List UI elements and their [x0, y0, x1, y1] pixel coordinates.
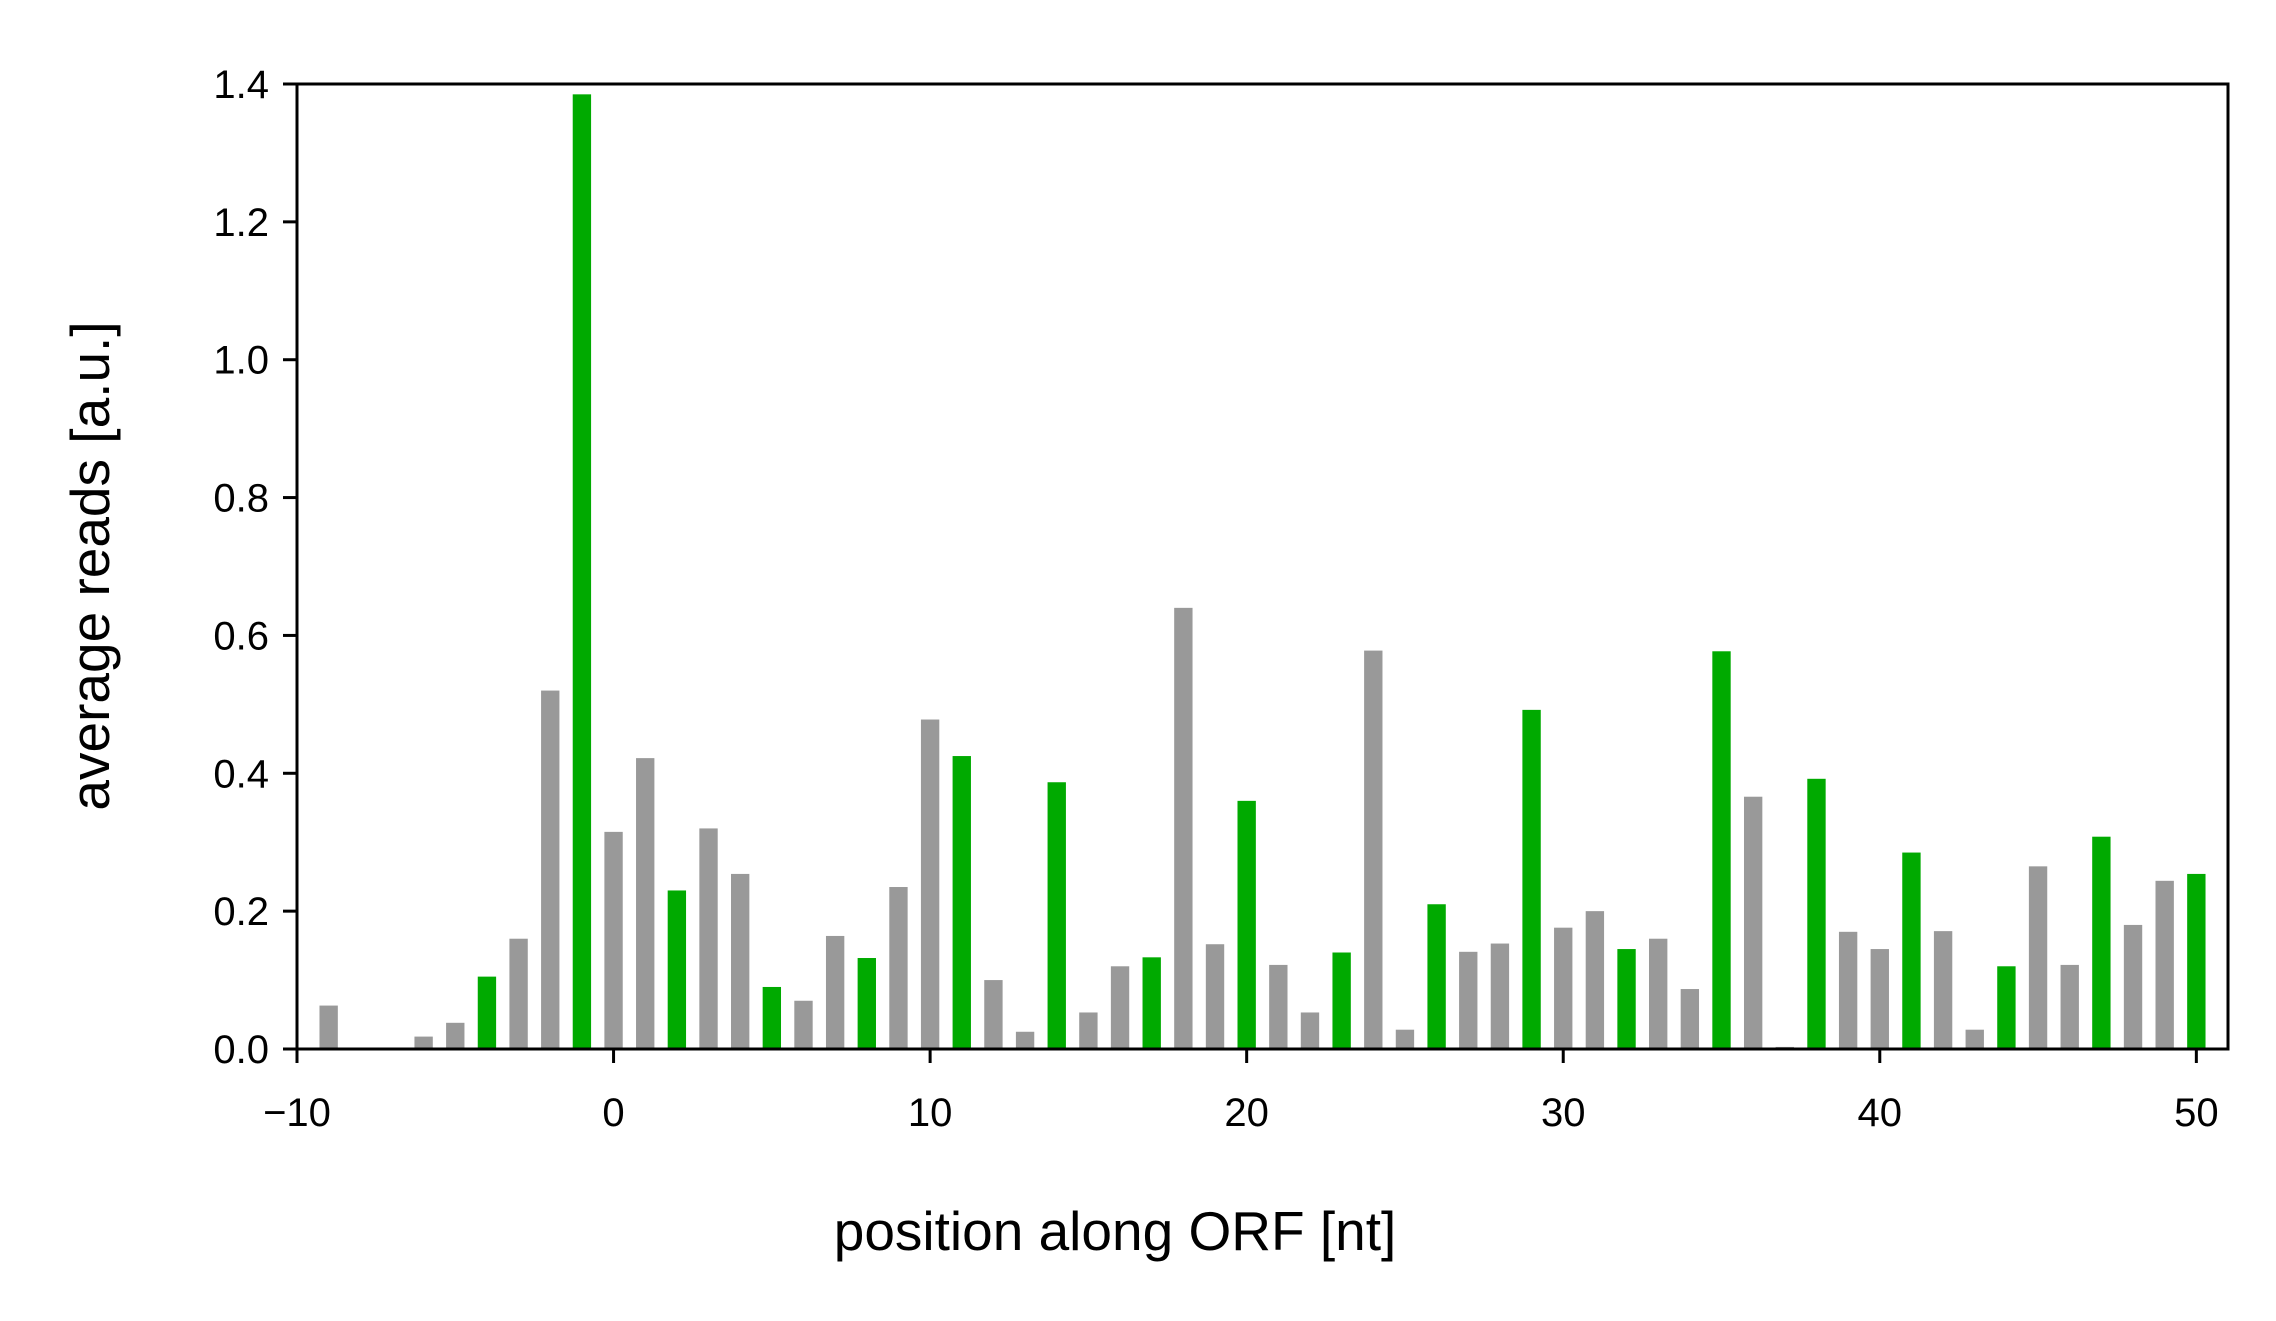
bar — [1965, 1029, 1984, 1049]
x-tick-label: 40 — [1858, 1091, 1903, 1135]
bar — [572, 94, 592, 1049]
bar — [1522, 709, 1541, 1049]
bar — [1079, 1012, 1098, 1049]
bar — [1997, 966, 2016, 1049]
plot-frame — [295, 82, 2230, 1051]
bar — [2123, 924, 2143, 1049]
bar — [1015, 1031, 1035, 1049]
bar — [1902, 852, 1921, 1049]
bar — [1205, 944, 1225, 1049]
bar — [984, 980, 1003, 1049]
y-axis-label: average reads [a.u.] — [59, 321, 121, 810]
x-tick-label: 20 — [1224, 1091, 1269, 1135]
x-tick-label: −10 — [263, 1091, 331, 1135]
bar — [731, 873, 750, 1049]
x-tick-label: 30 — [1541, 1091, 1586, 1135]
bar — [2187, 873, 2206, 1049]
bar — [1332, 952, 1351, 1049]
y-tick-label: 1.0 — [213, 339, 269, 383]
y-axis: 0.0 0.2 0.4 0.6 0.8 1.0 1.2 1.4 — [213, 63, 297, 1072]
bar — [636, 758, 655, 1049]
bar — [477, 976, 497, 1049]
bar — [699, 828, 718, 1049]
bar — [1807, 778, 1826, 1049]
bar — [952, 756, 971, 1049]
y-tick-label: 1.4 — [213, 63, 269, 107]
bar — [1617, 949, 1636, 1049]
bar — [1554, 927, 1573, 1049]
bar — [604, 831, 623, 1049]
bar — [2155, 880, 2174, 1049]
bar — [414, 1036, 433, 1049]
bar — [1237, 800, 1256, 1049]
bar — [1269, 964, 1288, 1049]
bar — [2028, 866, 2048, 1049]
y-tick-label: 0.0 — [213, 1028, 269, 1072]
bars — [319, 94, 2206, 1049]
bar — [1870, 949, 1889, 1049]
bar — [1838, 931, 1858, 1049]
y-tick-label: 0.2 — [213, 890, 269, 934]
bar — [762, 986, 782, 1049]
bar — [1395, 1029, 1415, 1049]
bar — [319, 1005, 338, 1049]
bar — [1142, 957, 1161, 1049]
y-tick-label: 0.8 — [213, 477, 269, 521]
bar — [1649, 938, 1668, 1049]
y-tick-label: 1.2 — [213, 201, 269, 245]
bar — [920, 719, 940, 1049]
bar — [1364, 650, 1383, 1049]
bar — [1933, 931, 1953, 1049]
bar — [1585, 911, 1605, 1049]
bar — [1047, 782, 1066, 1049]
x-tick-label: 50 — [2174, 1091, 2219, 1135]
bar — [2060, 964, 2079, 1049]
bar — [1743, 796, 1763, 1049]
x-tick-label: 10 — [908, 1091, 953, 1135]
x-tick-label: 0 — [602, 1091, 624, 1135]
bar — [1427, 904, 1446, 1049]
bar — [2092, 836, 2111, 1049]
bar — [794, 1000, 813, 1049]
bar — [825, 935, 845, 1049]
x-axis-label: position along ORF [nt] — [834, 1200, 1397, 1262]
bar — [1680, 989, 1700, 1049]
bar — [446, 1022, 465, 1049]
bar — [1174, 607, 1193, 1049]
bar — [857, 958, 876, 1049]
bar — [1490, 943, 1510, 1049]
bar — [889, 887, 908, 1049]
bar — [1110, 966, 1130, 1049]
bar — [1712, 651, 1731, 1049]
bar — [541, 690, 560, 1049]
bar — [1459, 951, 1478, 1049]
y-tick-label: 0.4 — [213, 752, 269, 796]
bar — [1300, 1012, 1320, 1049]
bar — [667, 890, 687, 1049]
x-axis: −10 0 10 20 30 40 50 — [263, 1049, 2219, 1135]
bar — [509, 938, 528, 1049]
y-tick-label: 0.6 — [213, 614, 269, 658]
